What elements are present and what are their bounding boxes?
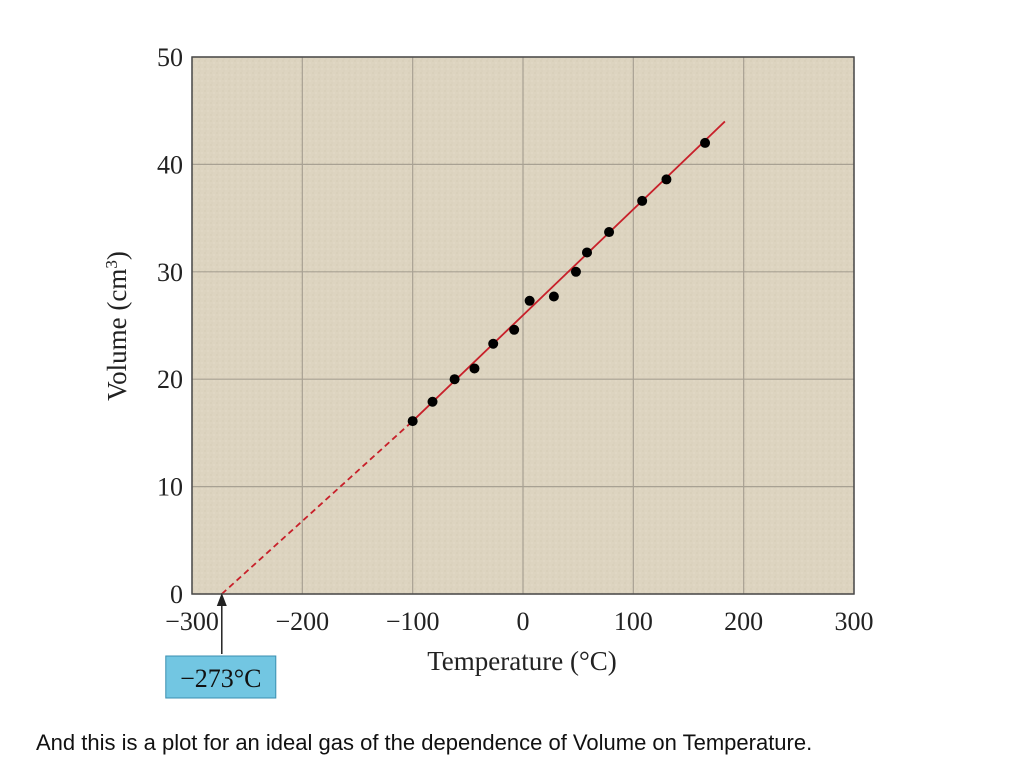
- data-point: [509, 324, 520, 335]
- x-tick-label: 300: [835, 607, 874, 636]
- data-point: [407, 416, 418, 427]
- y-tick-label: 20: [157, 365, 183, 394]
- x-axis-title: Temperature (°C): [427, 646, 617, 676]
- x-tick-label: 200: [724, 607, 763, 636]
- data-points: [407, 137, 711, 427]
- x-tick-label: −200: [275, 607, 329, 636]
- data-point: [570, 266, 581, 277]
- data-point: [449, 374, 460, 385]
- y-tick-label: 50: [157, 43, 183, 72]
- x-tick-label: 0: [517, 607, 530, 636]
- caption: And this is a plot for an ideal gas of t…: [36, 730, 813, 755]
- y-axis-title: Volume (cm3): [102, 251, 133, 401]
- y-tick-label: 30: [157, 258, 183, 287]
- fit-line-extrapolated: [221, 420, 414, 595]
- fit-line: [221, 120, 726, 595]
- data-point: [661, 174, 672, 185]
- fit-line-solid: [412, 120, 726, 422]
- data-point: [604, 227, 615, 238]
- data-point: [488, 338, 499, 349]
- y-tick-label: 40: [157, 150, 183, 179]
- x-tick-label: −300: [165, 607, 219, 636]
- x-axis-ticks: −300 −200 −100 0 100 200 300: [165, 607, 873, 636]
- data-point: [637, 195, 648, 206]
- data-point: [427, 396, 438, 407]
- absolute-zero-callout: −273°C: [165, 593, 277, 699]
- chart: −300 −200 −100 0 100 200 300 0 10 20 30 40 50 Tempe…: [102, 43, 874, 699]
- y-axis-ticks: 0 10 20 30 40 50: [157, 43, 183, 609]
- y-tick-label: 10: [157, 473, 183, 502]
- callout-label: −273°C: [180, 664, 261, 693]
- callout-box: [165, 655, 277, 699]
- data-point: [469, 363, 480, 374]
- x-tick-label: −100: [386, 607, 440, 636]
- plot-frame: [191, 56, 855, 595]
- y-tick-label: 0: [170, 580, 183, 609]
- arrow-head-icon: [216, 593, 227, 606]
- data-point: [524, 295, 535, 306]
- data-point: [700, 137, 711, 148]
- data-point: [548, 291, 559, 302]
- data-point: [581, 247, 592, 258]
- x-tick-label: 100: [614, 607, 653, 636]
